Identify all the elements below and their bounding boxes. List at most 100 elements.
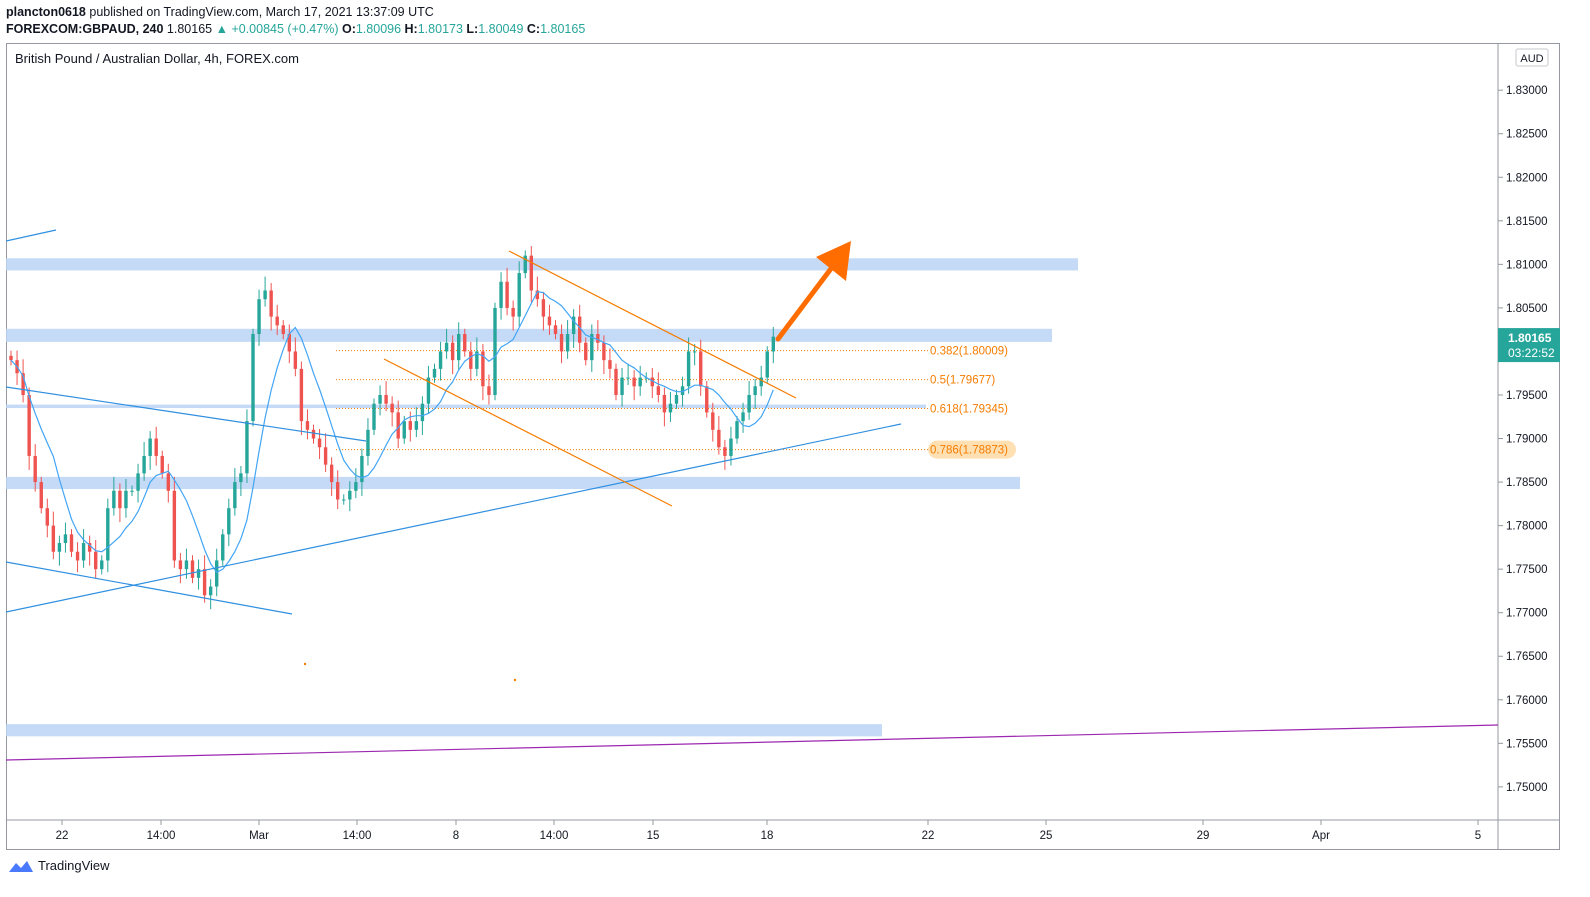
candle-body (299, 368, 304, 422)
candle-body (160, 455, 164, 474)
y-axis-label: 1.82000 (1506, 172, 1548, 184)
candle-body (686, 351, 691, 387)
candle-body (553, 325, 558, 335)
candle-body (9, 355, 13, 361)
candle-body (699, 351, 703, 387)
candle-body (100, 560, 104, 570)
candle-body (662, 394, 667, 413)
y-axis-label: 1.78500 (1506, 477, 1548, 489)
candle-body (148, 438, 152, 456)
last-price: 1.80165 (166, 22, 213, 36)
symbol-label: FOREXCOM:GBPAUD, 240 (6, 22, 164, 36)
y-axis-label: 1.77500 (1506, 564, 1548, 576)
candle-body (21, 373, 25, 395)
currency-box (1515, 48, 1549, 67)
support-resistance-zone (6, 258, 1078, 271)
fib-level-label: 0.618(1.79345) (930, 403, 1008, 415)
candle-body (771, 336, 775, 352)
candle-body (57, 543, 62, 552)
x-axis-label: 25 (1040, 830, 1053, 842)
candle-body (753, 386, 757, 395)
candle-body (94, 551, 98, 570)
footer-brand[interactable]: TradingView (8, 858, 110, 873)
y-axis-label: 1.77000 (1506, 608, 1548, 620)
descending-trendline-upper (5, 386, 367, 442)
y-axis-label: 1.83000 (1506, 85, 1548, 97)
channel-upper-line (508, 250, 797, 399)
publish-info: published on TradingView.com, March 17, … (89, 5, 434, 19)
candle-body (239, 473, 243, 483)
candle-body (317, 438, 322, 448)
price-chart[interactable]: British Pound / Australian Dollar, 4h, F… (5, 43, 1560, 851)
candle-body (233, 482, 237, 509)
candle-body (475, 351, 479, 369)
candle-body (469, 351, 473, 369)
candle-body (305, 421, 310, 430)
long-term-trendline (5, 724, 1499, 761)
candle-body (184, 560, 189, 570)
y-axis-label: 1.79500 (1506, 390, 1548, 402)
high-value: 1.80173 (417, 22, 463, 36)
chart-container[interactable]: British Pound / Australian Dollar, 4h, F… (5, 43, 1560, 851)
descending-trendline-lower (5, 561, 293, 615)
x-axis-label: Apr (1312, 830, 1330, 842)
currency-label: AUD (1520, 53, 1543, 65)
marker-dot (303, 662, 307, 666)
x-axis-label: 14:00 (147, 830, 176, 842)
chart-title: British Pound / Australian Dollar, 4h, F… (15, 51, 299, 66)
candle-body (759, 377, 763, 387)
open-value: 1.80096 (355, 22, 402, 36)
candle-body (559, 334, 564, 352)
candle-body (638, 377, 642, 387)
candle-body (124, 490, 128, 509)
candle-body (378, 394, 382, 404)
candle-body (457, 334, 461, 361)
candle-body (450, 342, 455, 361)
x-axis-label: 8 (453, 830, 459, 842)
candle-body (366, 429, 370, 456)
candle-body (227, 508, 231, 535)
last-price-badge (1498, 328, 1560, 363)
author-name[interactable]: plancton0618 (6, 5, 86, 19)
candle-body (33, 455, 37, 483)
low-value: 1.80049 (478, 22, 524, 36)
bullish-arrow-icon (816, 241, 851, 281)
candle-body (420, 403, 425, 422)
open-label: O: (341, 22, 356, 36)
candle-body (221, 534, 225, 561)
candle-body (541, 299, 546, 317)
candle-body (632, 377, 636, 387)
candle-body (372, 403, 376, 430)
candle-body (729, 438, 733, 456)
candle-body (626, 377, 630, 379)
candle-body (130, 490, 134, 492)
y-axis-label: 1.81500 (1506, 216, 1548, 228)
candle-body (354, 482, 358, 491)
candle-body (523, 255, 527, 274)
candle-body (69, 534, 74, 552)
fib-label-highlight (928, 440, 1016, 459)
y-axis-label: 1.75500 (1506, 738, 1548, 750)
y-axis-label: 1.76000 (1506, 695, 1548, 707)
candle-body (680, 386, 685, 395)
support-resistance-zone (6, 328, 1052, 342)
candle-body (329, 464, 334, 483)
candle-body (438, 351, 443, 369)
ohlc-line: FOREXCOM:GBPAUD, 240 1.80165 ▲ +0.00845 … (6, 22, 585, 36)
channel-lower-line (383, 358, 673, 507)
candle-body (190, 560, 195, 578)
last-price-label: 1.80165 (1508, 331, 1552, 345)
candle-body (717, 429, 721, 448)
marker-dot (513, 678, 517, 682)
candle-body (529, 255, 533, 291)
candle-body (196, 569, 201, 578)
candle-body (711, 412, 715, 430)
x-axis-label: 14:00 (343, 830, 372, 842)
candle-body (463, 334, 467, 352)
candle-body (608, 360, 612, 369)
candle-body (487, 386, 491, 395)
candle-body (650, 377, 654, 387)
candle-body (360, 455, 364, 483)
ascending-trendline (5, 423, 902, 613)
candle-body (765, 351, 769, 378)
